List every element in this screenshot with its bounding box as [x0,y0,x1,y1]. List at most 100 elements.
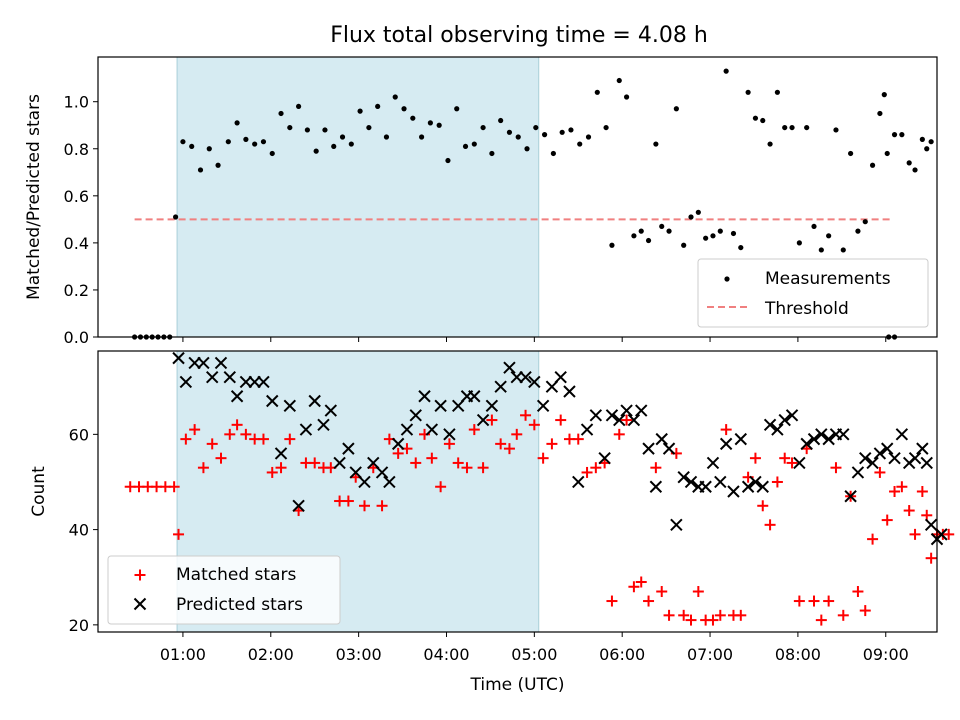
matched-star-marker [749,452,761,464]
predicted-star-marker [358,475,371,489]
matched-star-marker [837,609,849,621]
measurement-point [339,134,346,140]
measurement-point [653,141,659,147]
matched-star-marker [590,462,602,474]
matched-star-marker [925,552,937,564]
matched-star-marker [503,443,515,455]
predicted-star-marker [425,423,439,436]
matched-star-marker [628,581,640,593]
matched-star-marker [197,462,209,474]
measurement-point [840,247,846,253]
matched-star-marker [606,595,618,607]
matched-star-marker [426,452,438,464]
predicted-star-marker [206,370,219,384]
matched-star-marker [867,533,879,545]
predicted-star-marker [572,475,585,489]
measurement-point [723,68,729,74]
measurement-point [287,124,293,131]
matched-star-marker [168,481,180,493]
matched-star-marker [284,433,296,445]
matched-star-marker [663,609,675,621]
measurement-point [695,209,701,215]
measurement-point [304,127,310,133]
measurements-points [132,68,934,340]
measurement-point [594,89,600,95]
measurement-point [515,134,521,140]
matched-star-marker [528,419,540,431]
measurement-point [884,150,890,157]
measurement-point [782,124,788,131]
predicted-star-marker [763,418,777,432]
top-y-ticks: 0.0 0.2 0.4 0.6 0.8 1.0 [64,93,98,347]
predicted-stars-points [172,351,948,546]
predicted-star-marker [635,404,648,417]
matched-star-marker [852,586,864,598]
predicted-star-marker [670,518,683,532]
bottom-y-axis-label: Count [29,466,49,517]
predicted-star-marker [536,399,550,412]
matched-star-marker [546,438,558,450]
measurement-point [454,106,460,112]
measurement-point [322,127,328,133]
measurement-point [928,139,934,145]
y-tick-label: 40 [69,521,89,540]
matched-star-marker [410,457,422,469]
x-tick-label: 09:00 [863,645,909,664]
matched-star-marker [443,438,455,450]
predicted-star-marker [230,390,244,403]
predicted-star-marker [873,447,887,460]
matched-star-marker [903,505,915,517]
top-highlight-span [176,56,540,338]
predicted-star-marker [283,399,297,412]
legend-marker-predicted-stars [133,597,147,611]
y-tick-label: 60 [69,425,89,444]
matched-star-marker [180,433,192,445]
y-tick-label: 20 [69,616,89,635]
measurement-point [869,162,876,168]
measurement-point [252,141,258,147]
predicted-star-marker [655,432,668,446]
predicted-star-marker [598,451,611,465]
predicted-star-marker [223,370,236,384]
predicted-star-marker [727,485,740,498]
predicted-star-marker [418,390,431,403]
matched-star-marker [224,428,236,440]
x-tick-label: 06:00 [599,645,645,664]
matched-star-marker [685,614,697,626]
measurement-point [681,242,687,248]
measurement-point [401,106,407,112]
matched-star-marker [707,614,719,626]
matched-star-marker [921,509,933,521]
predicted-star-marker [248,375,261,389]
y-tick-label: 1.0 [64,93,89,112]
matched-star-marker [943,528,955,540]
predicted-star-marker [620,404,633,417]
predicted-star-marker [434,399,447,412]
measurement-point [418,134,425,140]
predicted-star-marker [375,466,389,479]
bottom-x-ticks: 01:00 02:00 03:00 04:00 05:00 06:00 07:00 08:00… [160,632,909,664]
matched-star-marker [881,514,893,526]
measurement-point [541,132,548,138]
measurement-point [906,160,912,166]
measurement-point [173,214,179,220]
top-panel-frame [97,56,938,338]
predicted-star-marker [888,451,901,465]
predicted-star-marker [503,361,516,374]
predicted-star-marker [920,456,933,470]
matched-star-marker [215,452,227,464]
predicted-star-marker [699,480,712,493]
predicted-star-marker [627,413,641,427]
bottom-legend-box [107,555,341,625]
measurement-point [427,120,433,126]
predicted-star-marker [881,442,894,455]
measurement-point [877,110,883,117]
measurement-point [730,230,737,237]
y-tick-label: 0.4 [64,234,89,253]
measurement-point [703,235,709,241]
matched-star-marker [815,614,827,626]
measurement-point [313,148,319,154]
predicted-star-marker [308,394,321,408]
matched-star-marker [779,452,791,464]
measurement-point [533,124,539,131]
